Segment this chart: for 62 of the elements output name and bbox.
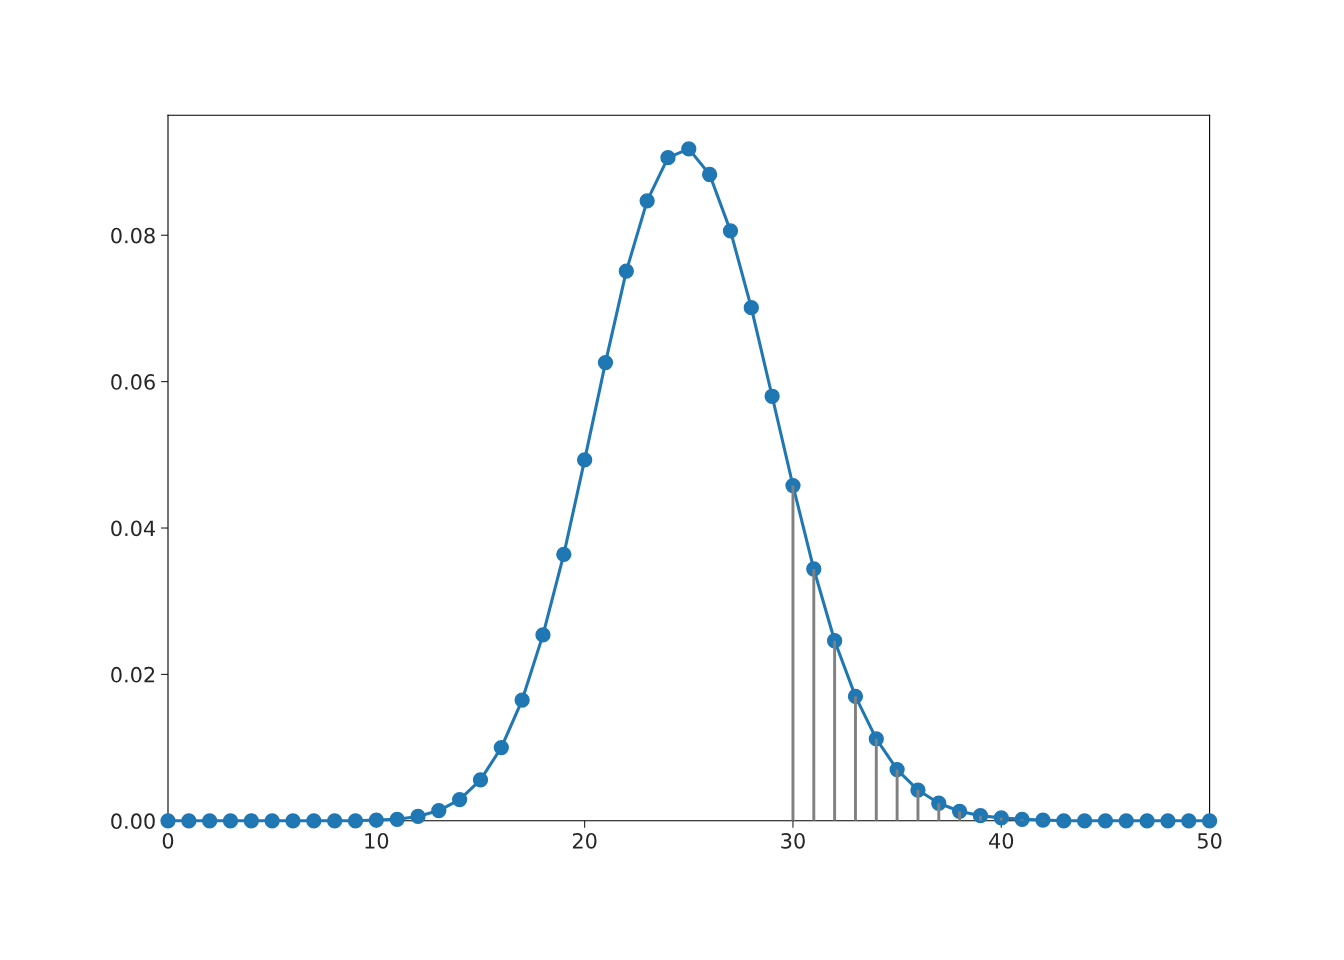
point [389,811,405,827]
y-tick-label: 0.06 [111,374,155,390]
point [368,812,384,828]
point [701,166,718,183]
point [181,813,197,829]
point [597,354,614,371]
point [514,692,530,708]
point [993,810,1009,826]
point [472,772,489,788]
point [222,813,239,829]
y-tick-label: 0.00 [111,813,155,830]
point [764,388,780,404]
point [1201,813,1218,829]
point [681,141,697,157]
x-tick-label: 40 [989,832,1014,849]
x-tick-label: 10 [365,832,389,849]
point [743,300,759,316]
point [1139,813,1155,829]
bar [833,640,837,821]
point [660,150,676,166]
point [452,791,468,808]
point [535,627,551,643]
bar [895,769,899,821]
y-tick-label: 0.08 [111,227,155,244]
x-tick-label: 50 [1197,832,1222,849]
point [264,813,280,829]
point [577,452,593,468]
x-tick-label: 30 [781,832,805,849]
point [1097,813,1114,829]
point [431,802,447,819]
point [785,477,801,494]
point [972,808,989,824]
x-tick-label: 0 [162,832,174,849]
point [1056,813,1072,829]
point [639,193,655,209]
point [347,813,364,829]
point [1160,813,1176,829]
x-tick-label: 20 [572,832,597,849]
y-tick-label: 0.04 [111,520,156,537]
bar [937,803,941,821]
point [1076,813,1093,829]
point [1181,813,1197,829]
bar [854,696,857,821]
point [722,223,739,239]
point [160,813,176,829]
y-tick-label: 0.02 [111,666,155,683]
point [285,813,301,829]
point [410,808,426,825]
point [1035,812,1051,828]
point [493,739,509,756]
point [327,813,343,829]
point [618,263,634,279]
point [202,813,218,829]
point [243,813,259,829]
point [556,546,572,563]
point [1118,813,1134,829]
bar [874,738,878,821]
bar [958,811,962,821]
point [306,813,322,829]
point [1014,811,1030,827]
bar [812,569,816,821]
bar [916,790,920,821]
